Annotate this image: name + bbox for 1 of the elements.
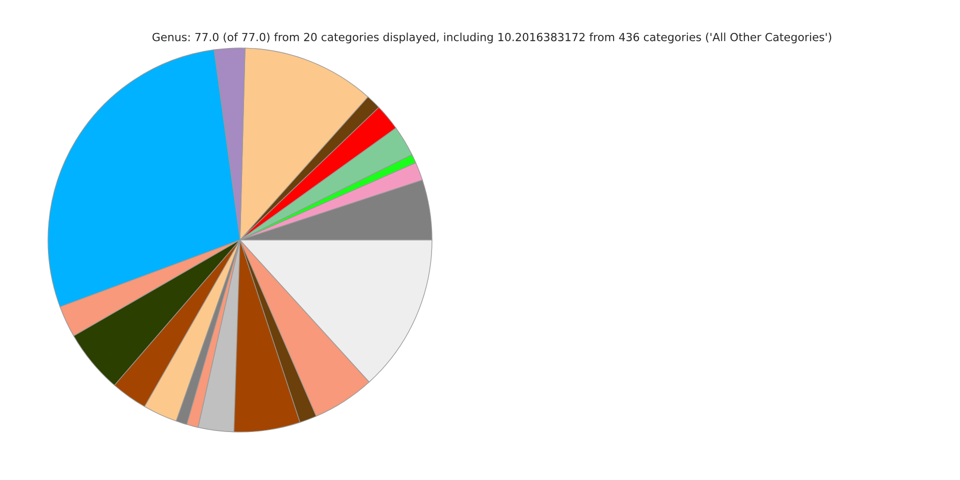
text: Genus: 77.0 (of 77.0) from 20 categories displayed, including 10.2016383172 from 436 categories ('All Other Categories'): [152, 32, 832, 44]
